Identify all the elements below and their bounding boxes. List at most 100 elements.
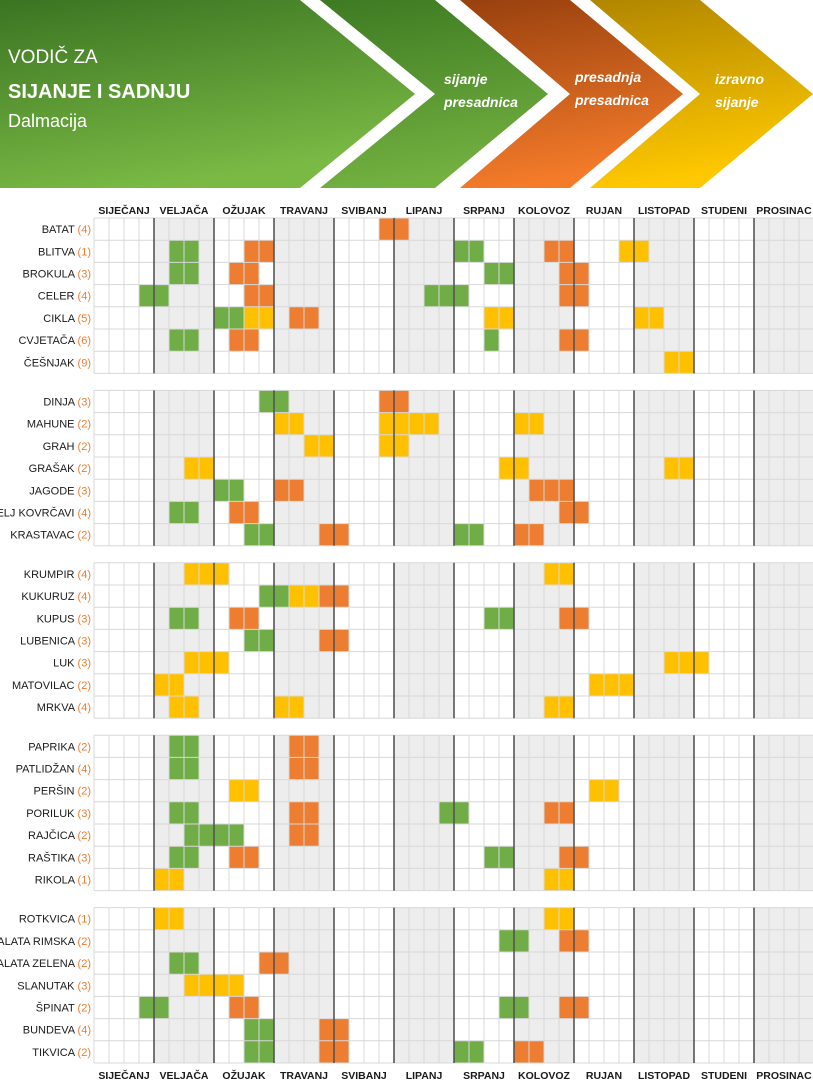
cell-celer [244,284,259,307]
vegetable-name: KRUMPIR [24,569,78,581]
vegetable-count: (4) [78,591,91,603]
vegetable-count: (3) [78,269,91,281]
cell-raštika [574,846,589,869]
cell-cvjetača [169,329,184,352]
cell-rikola [154,868,169,891]
cell-špinat [559,996,574,1019]
cell-celer [424,284,439,307]
bottom-month-label: PROSINAC [756,1070,812,1082]
vegetable-name: DINJA [43,397,77,409]
top-month-label: VELJAČA [159,204,208,217]
vegetable-count: (4) [78,291,91,303]
vegetable-count: (2) [78,441,91,453]
bottom-month-label: OŽUJAK [222,1069,266,1082]
cell-dinja [274,390,289,413]
cell-kukuruz [259,585,274,608]
cell-kelj-kovrčavi [574,501,589,524]
cell-paprika [289,735,304,758]
cell-celer [559,284,574,307]
cell-salata-zelena [259,952,274,975]
vegetable-count: (3) [78,658,91,670]
bottom-month-label: VELJAČA [159,1069,208,1082]
cell-salata-rimska [574,929,589,952]
cell-luk [199,651,214,674]
cell-brokula [499,262,514,285]
cell-rajčica [214,824,229,847]
vegetable-name: ŠPINAT [36,1002,78,1015]
vegetable-name: BROKULA [23,269,78,281]
cell-mahune [409,412,424,435]
cell-špinat [139,996,154,1019]
row-label: CVJETAČA (6) [18,334,91,347]
cell-batat [379,218,394,241]
vegetable-name: BLITVA [38,246,78,258]
cell-jagode [229,479,244,502]
cell-peršin [229,779,244,802]
row-label: RAJČICA (2) [28,829,91,842]
row-label: ROTKVICA (1) [19,914,91,926]
cell-celer [259,284,274,307]
cell-raštika [184,846,199,869]
vegetable-name: LUBENICA [20,636,77,648]
cell-salata-zelena [184,952,199,975]
cell-rajčica [229,824,244,847]
cell-krastavac [469,523,484,546]
row-label: KRUMPIR (4) [24,569,91,581]
cell-grah [304,434,319,457]
cell-rotkvica [154,907,169,930]
vegetable-count: (4) [78,764,91,776]
vegetable-name: RIKOLA [35,875,78,887]
vegetable-count: (2) [78,958,91,970]
bottom-month-label: KOLOVOZ [518,1070,571,1082]
vegetable-count: (2) [78,1047,91,1059]
cell-raštika [244,846,259,869]
vegetable-count: (4) [78,508,91,520]
vegetable-count: (2) [78,463,91,475]
cell-blitva [619,240,634,263]
cell-salata-zelena [274,952,289,975]
cell-krastavac [514,523,529,546]
cell-kukuruz [304,585,319,608]
cell-rajčica [289,824,304,847]
vegetable-name: ČEŠNJAK [24,356,78,369]
row-label: GRAŠAK (2) [29,462,91,475]
cell-dinja [379,390,394,413]
cell-mrkva [289,696,304,719]
row-label: BROKULA (3) [23,269,91,281]
cell-grašak [499,457,514,480]
cell-patlidžan [304,757,319,780]
calendar-grid: SIJEČANJ VELJAČA OŽUJAK TRAVANJ SVIBANJ LIPAN… [0,204,813,1082]
vegetable-count: (3) [78,852,91,864]
cell-kupus [229,607,244,630]
cell-krastavac [244,523,259,546]
cell-mrkva [274,696,289,719]
cell-špinat [499,996,514,1019]
cell-patlidžan [184,757,199,780]
row-label: SLANUTAK (3) [17,980,91,992]
top-month-label: STUDENI [701,205,747,217]
cell-celer [154,284,169,307]
cell-salata-rimska [514,929,529,952]
cell-krumpir [559,562,574,585]
cell-jagode [274,479,289,502]
cell-tikvica [514,1040,529,1063]
cell-brokula [169,262,184,285]
cell-peršin [589,779,604,802]
cell-salata-rimska [559,929,574,952]
vegetable-count: (1) [78,914,91,926]
cell-lubenica [259,629,274,652]
cell-luk [184,651,199,674]
cell-slanutak [214,974,229,997]
vegetable-name: BATAT [42,224,78,236]
cell-peršin [604,779,619,802]
vegetable-count: (5) [78,313,91,325]
vegetable-count: (1) [78,875,91,887]
cell-luk [664,651,679,674]
cell-bundeva [319,1018,334,1041]
vegetable-name: BUNDEVA [23,1025,78,1037]
stage-label-sowing-2: presadnica [443,94,518,110]
row-label: PORILUK (3) [26,808,91,820]
row-label: DINJA (3) [43,397,91,409]
vegetable-name: RAJČICA [28,829,78,842]
vegetable-name: PAPRIKA [28,741,77,753]
